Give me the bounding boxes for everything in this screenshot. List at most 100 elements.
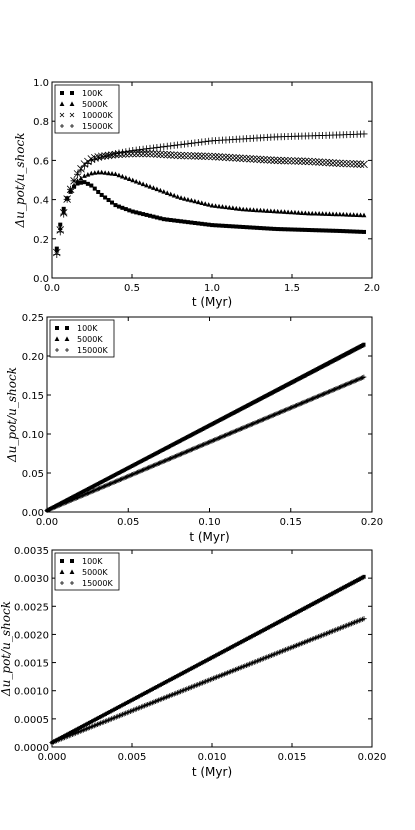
- data-point: [125, 147, 133, 155]
- data-point: [349, 160, 358, 168]
- legend-box: [49, 319, 115, 358]
- data-point: [337, 228, 342, 233]
- data-point: [273, 156, 282, 165]
- data-point: [206, 222, 211, 227]
- data-point: [333, 211, 339, 217]
- data-point: [232, 154, 241, 162]
- data-point: [94, 154, 102, 162]
- x-tick-label: 0.0: [44, 283, 60, 294]
- legend-label: 10000K: [82, 111, 113, 120]
- data-point: [195, 199, 201, 205]
- y-tick-label: 0.15: [22, 391, 44, 402]
- data-point: [230, 224, 235, 229]
- data-point: [361, 212, 367, 218]
- x-tick-label: 2.0: [364, 283, 380, 294]
- data-point: [217, 223, 222, 228]
- x-tick-label: 1.5: [284, 283, 300, 294]
- data-point: [358, 212, 363, 218]
- data-point: [237, 224, 242, 229]
- x-axis-label: t (Myr): [189, 530, 229, 544]
- data-point: [118, 148, 126, 156]
- data-point: [325, 158, 334, 167]
- data-point: [210, 223, 215, 228]
- data-point: [88, 170, 94, 176]
- data-point: [133, 178, 139, 184]
- data-point: [344, 211, 350, 217]
- y-tick-label: 0.2: [33, 235, 49, 246]
- data-point: [119, 173, 125, 179]
- data-point: [196, 221, 201, 226]
- data-point: [99, 169, 105, 175]
- data-point: [58, 222, 63, 227]
- legend-label: 15000K: [77, 346, 108, 355]
- data-point: [189, 220, 194, 225]
- data-point: [130, 177, 136, 183]
- y-tick-label: 0.0020: [14, 630, 49, 641]
- legend-label: 100K: [77, 324, 98, 333]
- data-point: [120, 205, 125, 210]
- data-point: [102, 170, 108, 175]
- data-point: [175, 194, 181, 199]
- data-point: [206, 202, 212, 207]
- data-point: [101, 152, 109, 160]
- data-point: [261, 226, 266, 231]
- data-point: [122, 148, 130, 156]
- data-point: [143, 145, 151, 153]
- x-tick-label: 0.10: [198, 517, 220, 528]
- data-point: [135, 149, 144, 158]
- y-tick-label: 0.0025: [14, 602, 49, 613]
- data-point: [291, 157, 299, 165]
- data-point: [213, 223, 218, 228]
- x-tick-label: 0.15: [280, 517, 302, 528]
- data-point: [151, 214, 156, 219]
- data-point: [132, 146, 140, 154]
- legend-marker: [60, 559, 64, 563]
- data-point: [313, 228, 318, 233]
- data-point: [244, 206, 250, 212]
- data-point: [71, 182, 77, 188]
- data-point: [208, 152, 216, 161]
- legend-marker: [69, 112, 75, 118]
- data-point: [315, 158, 323, 166]
- data-point: [337, 211, 343, 217]
- data-point: [154, 186, 160, 192]
- data-point: [362, 229, 366, 234]
- data-point: [202, 201, 208, 206]
- data-point: [244, 225, 249, 230]
- data-point: [344, 229, 349, 234]
- data-point: [235, 154, 244, 162]
- data-point: [278, 209, 284, 214]
- legend-marker: [59, 101, 65, 106]
- data-point: [306, 210, 312, 216]
- data-point: [89, 183, 94, 188]
- data-point: [116, 204, 121, 209]
- data-point: [353, 160, 361, 168]
- y-tick-label: 0.0010: [14, 687, 49, 698]
- data-point: [78, 180, 83, 185]
- data-point: [320, 211, 325, 216]
- data-point: [139, 145, 147, 153]
- data-point: [192, 220, 197, 225]
- data-point: [222, 153, 230, 162]
- y-tick-label: 0.4: [33, 196, 49, 207]
- data-point: [140, 181, 146, 187]
- legend: 100K 5000K 15000K: [49, 319, 115, 358]
- data-point: [275, 208, 281, 214]
- data-point: [106, 170, 111, 176]
- data-point: [70, 177, 78, 185]
- data-point: [146, 144, 154, 152]
- data-point: [268, 226, 273, 231]
- data-point: [239, 154, 247, 163]
- data-point: [218, 153, 227, 161]
- legend-marker: [55, 326, 59, 330]
- x-tick-label: 0.05: [117, 517, 139, 528]
- data-point: [166, 151, 175, 159]
- data-point: [254, 207, 260, 213]
- data-point: [189, 197, 194, 203]
- data-point: [272, 226, 277, 231]
- data-point: [220, 204, 225, 209]
- data-point: [56, 228, 64, 236]
- data-point: [355, 229, 360, 234]
- data-point: [253, 155, 261, 164]
- data-point: [144, 182, 149, 188]
